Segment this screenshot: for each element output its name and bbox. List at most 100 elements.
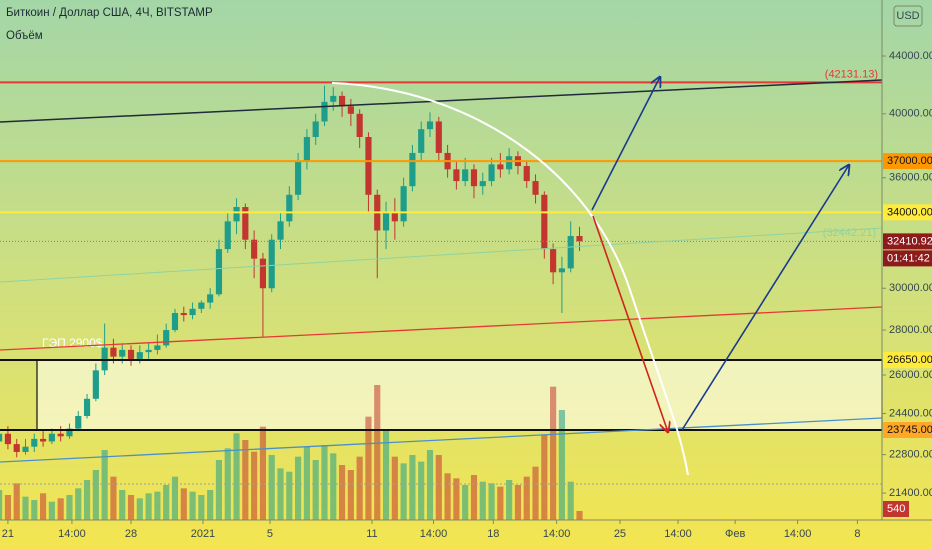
volume-bar [506,480,513,520]
candle-body [163,330,170,346]
candle-body [136,352,143,359]
candle-body [532,181,539,195]
volume-bar [189,491,196,520]
currency[interactable]: USD [896,10,919,22]
x-tick-label: 5 [267,528,273,540]
arrow [592,215,668,432]
volume-bar [391,456,398,520]
y-tick-label: 26000.00 [889,369,932,381]
candle-body [497,164,504,170]
volume-bar [101,450,108,520]
volume-bar [409,455,416,520]
volume-bar [198,495,205,520]
volume-bar [31,500,38,520]
volume-bar [119,490,126,520]
volume-bar [268,455,275,520]
x-tick-label: 14:00 [420,528,448,540]
candle-body [110,347,117,357]
candle-body [31,438,38,447]
candle-body [435,121,442,153]
volume-bar [145,493,152,520]
volume-bar [374,385,381,520]
y-tick-label: 28000.00 [889,324,932,336]
candle-body [550,249,557,273]
x-tick-label: 14:00 [664,528,692,540]
candle-body [576,235,583,242]
volume-bar [0,490,3,520]
level-label-bg [883,352,932,369]
candle-body [75,416,82,429]
candle-body [426,121,434,130]
candle-body [479,181,486,187]
volume-bar [347,470,354,520]
trend-line [0,417,883,463]
volume-bar [338,465,346,520]
level-label-bg [883,153,932,170]
candle-body [242,207,249,240]
volume-bar [286,471,293,520]
volume-bar [497,486,504,520]
y-tick-label: 36000.00 [889,172,932,184]
x-tick-label: 2021 [191,528,215,540]
volume-bar [567,481,574,520]
candle-body [312,121,319,137]
level-label-bg [883,422,932,439]
volume-bar [215,460,223,520]
candle-body [127,349,135,359]
volume-bar [22,496,29,520]
volume-bar [576,511,583,520]
volume-bar [541,435,548,520]
volume-bar [66,495,73,520]
candle-body [347,106,354,114]
volume-bar [462,485,469,520]
volume-bar [400,463,407,520]
x-tick-label: 18 [487,528,499,540]
candle-body [506,156,513,170]
candle-body [523,166,530,182]
volume-bar [356,456,363,520]
candle-body [338,95,346,107]
volume-bar [321,445,328,520]
level-label: 26650.00 [887,354,932,366]
candle-body [198,302,205,309]
candle-body [251,239,258,259]
candle-body [57,433,64,437]
candle-body [391,212,398,222]
volume-bar [523,476,530,520]
volume-bar [136,498,143,520]
volume-bar [224,448,231,520]
x-tick-label: 14:00 [543,528,571,540]
volume-bar [207,490,214,520]
volume-bar [110,476,117,520]
candle-body [541,194,548,250]
volume-bar [83,480,91,520]
candle-body [13,444,20,452]
level-label-bg [883,204,932,221]
candle-body [92,370,99,399]
volume-bar [453,478,460,520]
candle-body [66,428,73,437]
x-tick-label: 28 [125,528,137,540]
candle-body [4,433,11,445]
currency-box[interactable] [893,5,923,27]
trend-line [0,306,883,351]
candle-body [382,212,390,231]
candle-body [330,95,337,102]
volume-title: Объём [6,30,43,42]
volume-bar [418,461,425,520]
volume-bar [312,460,319,520]
volume-label-bg [883,501,909,517]
volume-bar [233,433,240,520]
candle-body [277,221,284,240]
volume-bar [488,483,495,520]
x-tick-label: 8 [854,528,860,540]
trend-label: (32442.21) [823,227,876,239]
chart-title: Биткоин / Доллар США, 4Ч, BITSTAMP [6,7,213,19]
x-tick-label: 25 [614,528,626,540]
volume-bar [479,481,486,520]
volume-bar [303,446,310,520]
level-label-bg [883,233,932,250]
volume-bar [382,430,390,520]
